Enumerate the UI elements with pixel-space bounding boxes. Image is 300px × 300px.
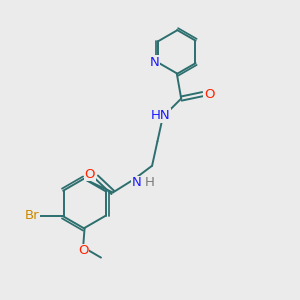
Text: O: O — [78, 244, 88, 257]
Text: N: N — [150, 56, 160, 69]
Text: N: N — [132, 176, 142, 189]
Text: Br: Br — [25, 209, 39, 222]
Text: O: O — [85, 168, 95, 181]
Text: H: H — [145, 176, 154, 189]
Text: O: O — [204, 88, 214, 100]
Text: HN: HN — [151, 109, 170, 122]
